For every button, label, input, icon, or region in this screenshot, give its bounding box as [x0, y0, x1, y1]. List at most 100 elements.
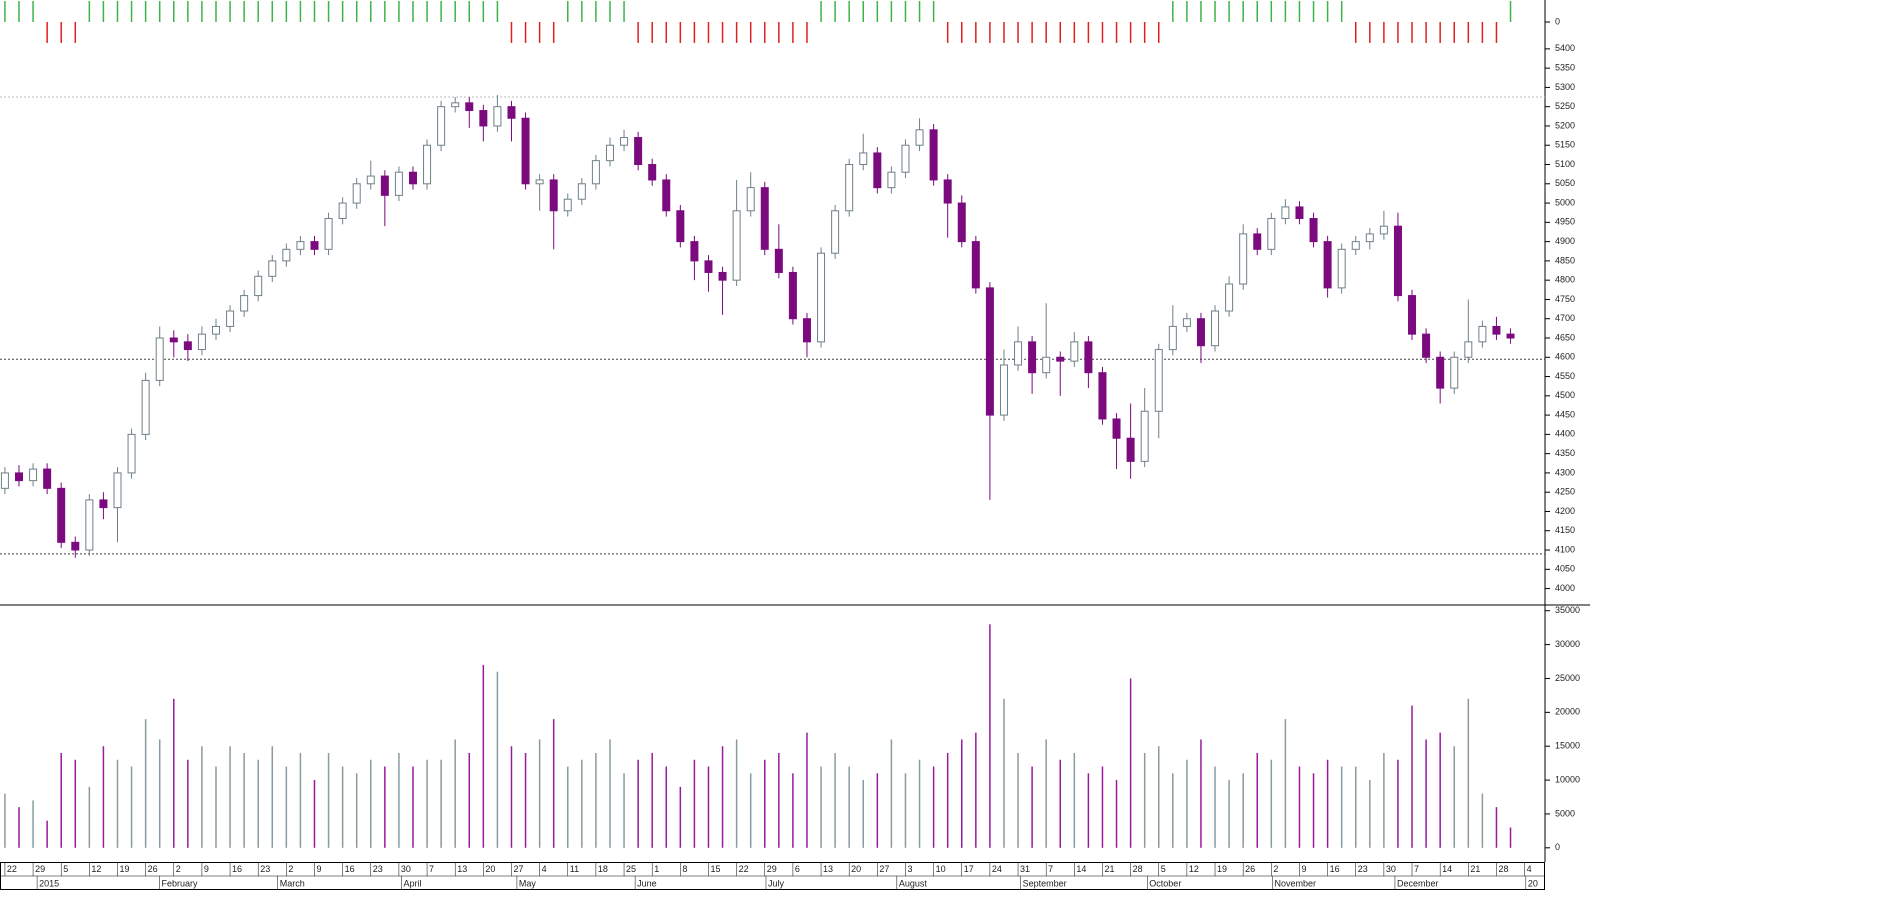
volume-bar	[468, 752, 471, 848]
x-tick-label: 9	[1301, 864, 1306, 874]
volume-bar	[102, 746, 105, 848]
volume-bar	[398, 752, 400, 848]
x-tick-label: 17	[964, 864, 974, 874]
y-tick-label: 4950	[1555, 217, 1575, 227]
candle-body	[563, 198, 572, 212]
y-tick-label: 4500	[1555, 390, 1575, 400]
month-label: November	[1275, 878, 1317, 888]
volume-bar	[257, 759, 259, 848]
x-tick-label: 19	[1217, 864, 1227, 874]
y-tick-label: 4600	[1555, 352, 1575, 362]
signal-bar	[215, 1, 217, 23]
signal-bar	[1073, 22, 1076, 43]
volume-bar	[327, 752, 330, 848]
candle-body	[591, 160, 600, 185]
candle-body	[985, 287, 994, 416]
x-tick-label: 12	[1189, 864, 1199, 874]
volume-bar	[679, 786, 682, 848]
signal-bar	[918, 1, 921, 23]
month-label: 2015	[39, 878, 59, 888]
volume-bar	[215, 766, 217, 848]
signal-bar	[313, 1, 316, 23]
volume-bar	[1270, 759, 1273, 848]
volume-bar	[1312, 773, 1315, 848]
signal-bar	[975, 22, 977, 43]
volume-bar	[412, 766, 414, 848]
volume-bar	[1481, 793, 1484, 848]
signal-bar	[1129, 22, 1132, 43]
volume-bar	[1003, 698, 1005, 848]
candle-body	[1450, 356, 1459, 389]
volume-bar	[932, 766, 935, 848]
candle-body	[1337, 248, 1346, 289]
month-label: October	[1149, 878, 1181, 888]
candle-body	[662, 179, 671, 212]
candle-body	[971, 241, 980, 289]
candle-body	[380, 175, 389, 196]
signal-bar	[173, 1, 175, 23]
signal-bar	[862, 1, 865, 23]
candle-body	[873, 152, 882, 189]
volume-bar	[1354, 766, 1357, 848]
signal-bar	[637, 22, 639, 43]
volume-bar	[440, 759, 442, 848]
candle-body	[943, 179, 952, 204]
signal-bar	[130, 1, 133, 23]
signal-bar	[1284, 1, 1287, 23]
candle-body	[451, 102, 460, 108]
signal-bar	[1383, 22, 1385, 43]
y-tick-label: 5100	[1555, 159, 1575, 169]
x-tick-label: 30	[1386, 864, 1396, 874]
signal-bar	[524, 22, 527, 43]
x-tick-label: 13	[457, 864, 467, 874]
volume-bar	[1101, 766, 1104, 848]
candle-body	[394, 171, 403, 196]
x-tick-label: 6	[795, 864, 800, 874]
volume-bar	[862, 780, 865, 848]
y-tick-label: 4450	[1555, 409, 1575, 419]
candle-body	[620, 137, 629, 146]
candle-body	[197, 333, 206, 351]
candle-body	[43, 468, 52, 489]
candle-body	[423, 144, 432, 185]
candle-body	[845, 164, 854, 212]
y-tick-label: 4350	[1555, 448, 1575, 458]
candle-body	[999, 364, 1008, 416]
x-tick-label: 24	[992, 864, 1002, 874]
signal-bar	[538, 22, 541, 43]
signal-bar	[60, 22, 62, 43]
volume-bar	[46, 820, 48, 848]
signal-bar	[721, 22, 724, 43]
candle-body	[521, 117, 530, 185]
y-tick-label: 4750	[1555, 294, 1575, 304]
candle-body	[704, 260, 713, 273]
y-tick-label: 35000	[1555, 605, 1580, 615]
signal-bar	[567, 1, 569, 23]
candle-body	[1196, 318, 1205, 347]
candle-body	[1056, 356, 1065, 362]
x-tick-label: 10	[936, 864, 946, 874]
volume-bar	[1467, 698, 1470, 848]
signal-bar	[623, 1, 625, 23]
candle-body	[183, 341, 192, 351]
volume-bar	[1383, 752, 1385, 848]
candle-body	[1182, 318, 1191, 327]
x-tick-label: 9	[204, 864, 209, 874]
volume-bar	[1143, 752, 1146, 848]
month-label: February	[162, 878, 199, 888]
volume-bar	[1242, 773, 1244, 848]
signal-bar	[46, 22, 48, 43]
month-label: December	[1397, 878, 1439, 888]
volume-bar	[749, 773, 752, 848]
y-tick-label: 4000	[1555, 583, 1575, 593]
signal-bar	[271, 1, 274, 23]
volume-bar	[1200, 739, 1202, 848]
candle-body	[1211, 310, 1220, 347]
volume-bar	[848, 766, 850, 848]
signal-bar	[1495, 22, 1498, 43]
volume-bar	[32, 800, 34, 848]
signal-bar	[257, 1, 259, 23]
candle-body	[29, 468, 38, 482]
volume-bar	[904, 773, 907, 848]
